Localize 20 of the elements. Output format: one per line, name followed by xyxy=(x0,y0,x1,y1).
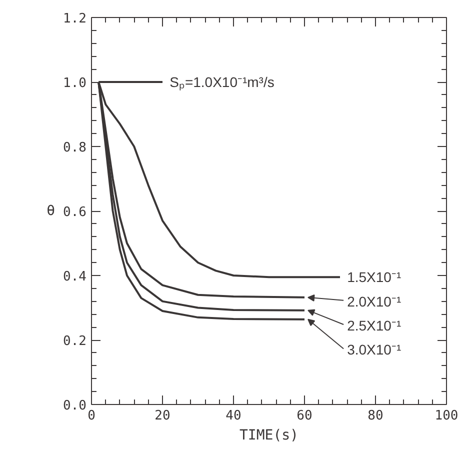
series-label: Sₚ=1.0X10⁻¹m³/s xyxy=(170,74,274,91)
y-tick-label: 1.0 xyxy=(63,76,87,91)
y-tick-label: 0.6 xyxy=(63,205,87,220)
y-tick-label: 0.0 xyxy=(63,398,87,414)
legend-label: 2.5X10⁻¹ xyxy=(347,317,402,334)
y-tick-label: 0.4 xyxy=(63,270,87,284)
y-tick-label: 1.2 xyxy=(63,12,87,26)
text: 3.0X10⁻¹ xyxy=(347,342,402,358)
x-tick-label: 0 xyxy=(88,408,96,424)
legend-label: 2.0X10⁻¹ xyxy=(347,293,402,310)
x-tick-label: 40 xyxy=(226,408,242,424)
y-tick-label: 0.8 xyxy=(63,140,87,156)
x-tick-label: 100 xyxy=(434,408,458,424)
y-tick-label: 0.2 xyxy=(63,334,87,349)
x-axis-title: TIME(s) xyxy=(240,428,299,444)
x-tick-label: 20 xyxy=(154,408,170,424)
x-tick-label: 80 xyxy=(368,408,384,424)
y-axis-title: θ xyxy=(46,203,56,219)
x-tick-label: 60 xyxy=(296,408,312,424)
series-label: 1.5X10⁻¹ xyxy=(347,269,402,286)
